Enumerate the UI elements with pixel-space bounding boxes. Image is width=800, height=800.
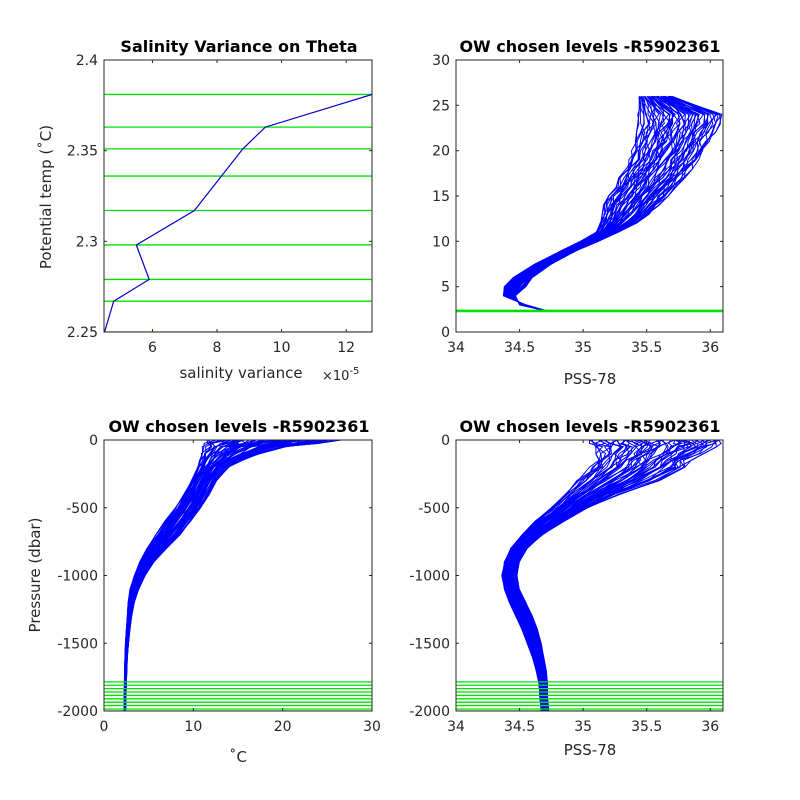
y-tick-label: 0 xyxy=(89,433,98,449)
chart-title: OW chosen levels -R5902361 xyxy=(108,417,369,436)
x-tick-label: 36 xyxy=(701,340,719,356)
x-tick-label: 10 xyxy=(184,719,202,735)
y-tick-label: 15 xyxy=(432,189,450,205)
profile-line xyxy=(125,440,341,711)
profile-line xyxy=(124,440,315,711)
x-tick-label: 30 xyxy=(363,719,381,735)
y-tick-label: 5 xyxy=(441,280,450,296)
profile-line xyxy=(514,95,723,312)
profile-line xyxy=(125,440,327,711)
profile-line xyxy=(507,95,674,312)
profile-line xyxy=(510,440,668,711)
x-axis-exponent: ×10-5 xyxy=(322,366,359,384)
profile-line xyxy=(513,95,710,312)
y-tick-label: 2.25 xyxy=(67,325,98,341)
y-axis-label: Pressure (dbar) xyxy=(26,518,44,633)
y-tick-label: -2000 xyxy=(409,704,450,720)
profile-line xyxy=(516,440,718,711)
x-axis-label: PSS-78 xyxy=(564,370,617,388)
x-tick-label: 20 xyxy=(274,719,292,735)
profile-line xyxy=(506,440,645,711)
x-tick-label: 34.5 xyxy=(504,719,535,735)
profile-line xyxy=(124,440,315,711)
plot-area xyxy=(456,440,723,711)
y-tick-label: -1000 xyxy=(409,569,450,585)
x-tick-label: 6 xyxy=(148,340,157,356)
x-tick-label: 34 xyxy=(447,719,465,735)
profile-line xyxy=(507,95,676,312)
profile-line xyxy=(510,95,698,312)
profile-line xyxy=(124,440,318,711)
series-line xyxy=(104,93,372,332)
panel-theta-salinity: 34 34.5 35 35.5 36 0 5 10 15 20 25 30 OW chosen lev… xyxy=(432,37,724,388)
profile-line xyxy=(506,440,638,711)
profile-line xyxy=(124,440,324,711)
x-tick-label: 10 xyxy=(273,340,291,356)
profile-line xyxy=(124,440,310,711)
x-tick-label: 0 xyxy=(100,719,109,735)
profile-line xyxy=(511,95,706,312)
profile-line xyxy=(124,440,326,711)
profile-line xyxy=(504,440,627,711)
profile-line xyxy=(125,440,330,711)
x-tick-label: 34.5 xyxy=(504,340,535,356)
y-tick-label: 0 xyxy=(441,325,450,341)
profile-line xyxy=(510,95,694,312)
profile-line xyxy=(124,440,325,711)
x-axis-label: salinity variance xyxy=(179,364,302,382)
axes-box xyxy=(103,59,373,333)
x-tick-label: 8 xyxy=(213,340,222,356)
plot-area xyxy=(104,93,372,332)
profile-line xyxy=(125,440,341,711)
y-tick-label: -2000 xyxy=(57,704,98,720)
chart-title: OW chosen levels -R5902361 xyxy=(459,417,720,436)
profile-line xyxy=(505,95,661,312)
profile-line xyxy=(124,440,316,711)
chart-title: OW chosen levels -R5902361 xyxy=(459,37,720,56)
x-tick-label: 36 xyxy=(701,719,719,735)
y-tick-label: -1000 xyxy=(57,569,98,585)
y-tick-label: -1500 xyxy=(57,636,98,652)
panel-pressure-temperature: 0 10 20 30 -2000 -1500 -1000 -500 0 OW chosen le… xyxy=(26,417,381,766)
profile-line xyxy=(124,440,286,711)
y-tick-label: 0 xyxy=(441,433,450,449)
x-tick-label: 34 xyxy=(447,340,465,356)
y-axis-label: Potential temp (˚C) xyxy=(37,125,55,269)
panel-salinity-variance: 6 8 10 12 2.25 2.3 2.35 2.4 Salinity Variance o… xyxy=(37,37,373,384)
profile-line xyxy=(516,440,722,711)
x-tick-label: 35 xyxy=(574,340,592,356)
y-tick-label: 2.35 xyxy=(67,144,98,160)
panel-pressure-salinity: 34 34.5 35 35.5 36 -2000 -1500 -1000 -500 0 OW ch… xyxy=(409,417,724,759)
profile-line xyxy=(513,95,717,312)
profile-line xyxy=(509,95,690,312)
profile-line xyxy=(124,440,325,711)
plot-area xyxy=(456,95,723,313)
x-tick-label: 35.5 xyxy=(631,340,662,356)
y-tick-label: 25 xyxy=(432,98,450,114)
y-tick-label: -500 xyxy=(418,501,450,517)
profile-line xyxy=(124,440,338,711)
x-tick-label: 35 xyxy=(574,719,592,735)
plot-area xyxy=(104,440,372,711)
y-tick-label: -1500 xyxy=(409,636,450,652)
chart-title: Salinity Variance on Theta xyxy=(120,37,357,56)
y-tick-label: 2.4 xyxy=(76,53,98,69)
x-axis-label: ˚C xyxy=(229,748,247,766)
profile-line xyxy=(506,95,674,312)
x-tick-label: 35.5 xyxy=(631,719,662,735)
x-axis-label: PSS-78 xyxy=(564,741,617,759)
x-tick-label: 12 xyxy=(337,340,355,356)
profile-line xyxy=(512,95,706,312)
y-tick-label: -500 xyxy=(66,501,98,517)
y-tick-label: 20 xyxy=(432,144,450,160)
profile-line xyxy=(125,440,341,711)
y-tick-label: 10 xyxy=(432,234,450,250)
y-tick-label: 2.3 xyxy=(76,234,98,250)
y-tick-label: 30 xyxy=(432,53,450,69)
